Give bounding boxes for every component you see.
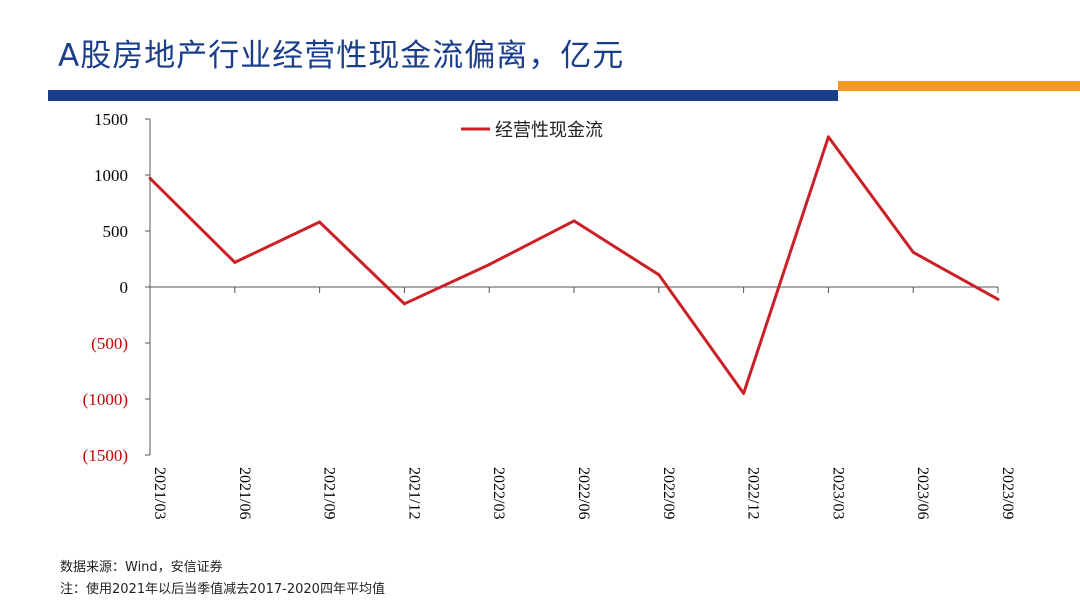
y-tick-label: 0 — [120, 278, 129, 297]
chart-axes — [145, 118, 999, 456]
data-point — [996, 297, 1000, 301]
data-point — [233, 260, 237, 264]
y-tick-label: (1000) — [83, 390, 128, 409]
title-underline-orange — [838, 81, 1080, 91]
data-point — [572, 219, 576, 223]
source-note: 数据来源：Wind，安信证券 — [60, 560, 223, 575]
data-point — [826, 135, 830, 139]
series-lines — [148, 135, 1000, 395]
x-tick-label: 2022/09 — [660, 467, 677, 519]
x-tick-label: 2021/12 — [405, 467, 422, 519]
y-tick-label: (1500) — [83, 446, 128, 465]
footnote: 注：使用2021年以后当季值减去2017-2020四年平均值 — [60, 582, 385, 597]
x-axis-tick-labels: 2021/03 2021/06 2021/09 2021/12 2022/03 2022/… — [151, 467, 1016, 519]
data-point — [742, 391, 746, 395]
data-point — [657, 273, 661, 277]
x-tick-label: 2023/09 — [999, 467, 1016, 519]
x-tick-label: 2021/03 — [151, 467, 168, 519]
x-tick-label: 2023/03 — [829, 467, 846, 519]
series-line — [148, 135, 999, 395]
x-tick-label: 2022/12 — [745, 467, 762, 519]
x-tick-label: 2023/06 — [914, 467, 931, 519]
chart-legend: 经营性现金流 — [461, 120, 603, 141]
data-point — [148, 176, 152, 180]
y-tick-label: 1000 — [94, 166, 128, 185]
data-point — [487, 263, 491, 267]
y-tick-label: 500 — [103, 222, 129, 241]
y-tick-label: 1500 — [94, 110, 128, 129]
page-title: A股房地产行业经营性现金流偏离，亿元 — [58, 38, 625, 74]
x-tick-label: 2022/03 — [490, 467, 507, 519]
legend-label: 经营性现金流 — [495, 120, 603, 141]
data-point — [911, 250, 915, 254]
y-tick-label: (500) — [91, 334, 128, 353]
x-tick-label: 2021/09 — [321, 467, 338, 519]
y-axis-tick-labels: 1500 1000 500 0 (500) (1000) (1500) — [83, 110, 128, 465]
data-point — [318, 220, 322, 224]
title-underline-blue — [48, 90, 838, 101]
x-tick-label: 2021/06 — [236, 467, 253, 519]
x-tick-label: 2022/06 — [575, 467, 592, 519]
data-point — [402, 302, 406, 306]
